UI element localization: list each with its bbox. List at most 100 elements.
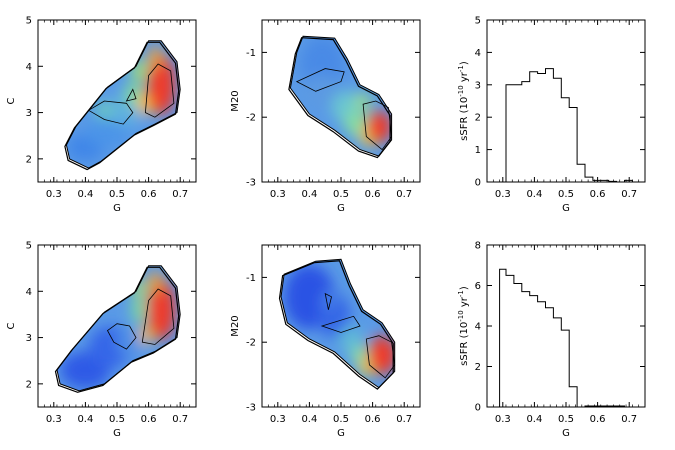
x-tick-label: 0.5 [558,189,574,200]
y-tick-label: 5 [26,16,32,27]
x-tick-label: 0.5 [333,414,349,425]
histogram-step [505,68,633,183]
heatmap-blob [366,110,392,144]
y-tick-label: -2 [246,338,256,349]
y-tick-label: 0 [475,178,481,189]
outline-inner [65,40,181,169]
x-tick-label: 0.4 [77,189,93,200]
x-tick-label: 0.4 [77,414,93,425]
contour-line [320,315,361,333]
outline-inner [56,265,181,392]
y-axis-label: sSFR (10-10 yr-1) [457,61,470,141]
x-axis-label: G [337,203,345,214]
x-tick-label: 0.6 [141,414,157,425]
y-tick-label: -1 [246,273,256,284]
y-tick-label: 4 [26,287,32,298]
heatmap-fill [66,40,181,169]
y-tick-label: 6 [475,281,481,292]
y-axis-label: C [6,322,17,329]
x-tick-label: 0.4 [301,189,317,200]
y-tick-label: 3 [26,108,32,119]
x-tick-label: 0.5 [333,189,349,200]
y-tick-label: 0 [475,403,481,414]
y-tick-label: -1 [246,48,256,59]
panel-top-middle: 0.3 0.4 0.5 0.6 0.7 -1 -2 -3 G M20 [230,19,421,214]
x-tick-label: 0.6 [590,414,606,425]
y-tick-label: 3 [26,333,32,344]
heatmap-blobs [299,36,392,147]
panel-top-left: 0.3 0.4 0.5 0.6 0.7 2 3 4 5 G C [6,16,197,214]
contour-line [125,88,137,102]
x-tick-label: 0.5 [558,414,574,425]
x-tick-label: 0.3 [270,189,286,200]
heatmap-blob [350,345,370,365]
heatmap-blob [337,326,364,352]
y-tick-label: -3 [246,178,256,189]
y-tick-label: 4 [26,62,32,73]
x-tick-label: 0.3 [270,414,286,425]
x-axis-label: G [562,428,570,439]
panel-bottom-left: 0.3 0.4 0.5 0.6 0.7 2 3 4 5 G C [6,241,197,439]
y-tick-label: 5 [26,241,32,252]
y-tick-label: 1 [475,145,481,156]
x-tick-label: 0.5 [109,414,125,425]
axes-frame [486,244,646,408]
x-tick-label: 0.7 [396,189,412,200]
heatmap-blob [148,45,162,69]
y-axis-label: M20 [230,315,241,336]
x-tick-label: 0.7 [396,414,412,425]
y-axis-label: sSFR (10-10 yr-1) [457,286,470,366]
y-tick-label: 4 [475,322,481,333]
contour-line [144,63,175,118]
heatmap-blob [94,101,114,120]
outline-inner [289,35,393,157]
x-tick-label: 0.3 [495,189,511,200]
y-tick-label: 2 [26,379,32,390]
contour-line [295,68,345,92]
x-tick-label: 0.7 [621,189,637,200]
heatmap-blob [131,59,148,83]
x-tick-label: 0.3 [495,414,511,425]
y-axis-label: M20 [230,90,241,111]
histogram-step [499,268,625,408]
axes-frame [486,19,646,183]
heatmap-blob [367,335,395,375]
x-tick-label: 0.7 [172,414,188,425]
y-tick-label: 2 [26,154,32,165]
x-tick-label: 0.5 [109,189,125,200]
y-tick-label: -3 [246,403,256,414]
x-tick-label: 0.4 [526,189,542,200]
heatmap-blob [148,270,162,294]
y-tick-label: 2 [475,362,481,373]
y-tick-label: 5 [475,16,481,27]
contour-line [141,288,175,345]
y-tick-label: 3 [475,80,481,91]
y-tick-label: 2 [475,113,481,124]
x-axis-label: G [337,428,345,439]
x-axis-label: G [113,203,121,214]
contour-line [362,100,393,151]
heatmap-blob [139,326,152,345]
contour-line [365,335,396,379]
heatmap-blob [117,328,143,357]
x-tick-label: 0.7 [172,189,188,200]
y-tick-label: -2 [246,113,256,124]
x-tick-label: 0.3 [46,189,62,200]
x-tick-label: 0.6 [365,189,381,200]
contour-line [87,100,134,125]
panel-bottom-middle: 0.3 0.4 0.5 0.6 0.7 -1 -2 -3 G M20 [230,244,421,439]
heatmap-blob [355,93,372,109]
x-tick-label: 0.6 [141,189,157,200]
y-tick-label: 4 [475,48,481,59]
x-tick-label: 0.3 [46,414,62,425]
x-tick-label: 0.4 [301,414,317,425]
heatmap-fill [290,36,392,157]
x-axis-label: G [562,203,570,214]
heatmap-blobs [66,45,176,162]
x-tick-label: 0.6 [365,414,381,425]
x-tick-label: 0.7 [621,414,637,425]
heatmap-blob [303,75,341,108]
